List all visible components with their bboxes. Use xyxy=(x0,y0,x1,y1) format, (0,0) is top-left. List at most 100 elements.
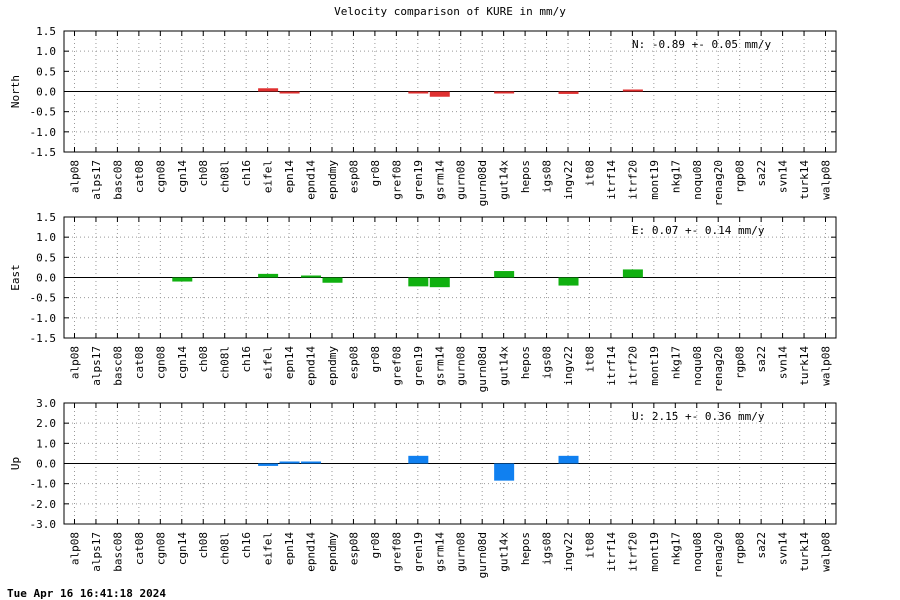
east-xtick-label-epndmy: epndmy xyxy=(326,346,339,386)
east-xtick-label-alp08: alp08 xyxy=(69,346,82,379)
north-xtick-label-it08: it08 xyxy=(583,160,596,187)
north-xtick-label-walp08: walp08 xyxy=(820,160,833,200)
east-ytick-label: 0.5 xyxy=(36,251,56,264)
north-xtick-label-ch16: ch16 xyxy=(240,160,253,187)
east-xtick-label-cgn14: cgn14 xyxy=(176,346,189,379)
east-xtick-label-gurn08d: gurn08d xyxy=(476,346,489,392)
east-bar-gren19 xyxy=(408,277,429,287)
north-ytick-label: -1.5 xyxy=(30,146,57,159)
up-xtick-label-basc08: basc08 xyxy=(111,532,124,572)
north-xtick-label-epnd14: epnd14 xyxy=(305,160,318,200)
north-xtick-label-turk14: turk14 xyxy=(798,160,811,200)
north-xtick-label-eifel: eifel xyxy=(262,160,275,193)
east-xtick-label-eifel: eifel xyxy=(262,346,275,379)
up-xtick-label-turk14: turk14 xyxy=(798,532,811,572)
east-ytick-label: -1.0 xyxy=(30,312,57,325)
up-stat-annotation: U: 2.15 +- 0.36 mm/y xyxy=(632,410,765,423)
up-xtick-label-gsrm14: gsrm14 xyxy=(433,532,446,572)
up-bar-epnd14 xyxy=(301,461,322,464)
up-xtick-label-mont19: mont19 xyxy=(648,532,661,572)
up-xtick-label-gr08: gr08 xyxy=(369,532,382,559)
east-xtick-label-alps17: alps17 xyxy=(90,346,103,386)
east-xtick-label-itrf14: itrf14 xyxy=(605,346,618,386)
up-xtick-label-itrf20: itrf20 xyxy=(626,532,639,572)
up-xtick-label-svn14: svn14 xyxy=(777,532,790,565)
up-xtick-label-eifel: eifel xyxy=(262,532,275,565)
up-xtick-label-gref08: gref08 xyxy=(390,532,403,572)
north-ytick-label: 0.5 xyxy=(36,65,56,78)
up-xtick-label-esp08: esp08 xyxy=(347,532,360,565)
north-bar-itrf20 xyxy=(622,89,643,92)
east-plot-frame xyxy=(63,216,837,339)
east-xtick-label-mont19: mont19 xyxy=(648,346,661,386)
north-xtick-label-gut14x: gut14x xyxy=(498,160,511,200)
north-xtick-label-alps17: alps17 xyxy=(90,160,103,200)
east-ytick-label: 1.0 xyxy=(36,231,56,244)
east-xtick-label-gref08: gref08 xyxy=(390,346,403,386)
up-xtick-label-noqu08: noqu08 xyxy=(691,532,704,572)
east-xtick-label-cat08: cat08 xyxy=(133,346,146,379)
up-xtick-label-gurn08d: gurn08d xyxy=(476,532,489,578)
north-bar-gren19 xyxy=(408,91,429,94)
east-xtick-label-ingv22: ingv22 xyxy=(562,346,575,386)
east-xtick-label-epnd14: epnd14 xyxy=(305,346,318,386)
north-xtick-label-mont19: mont19 xyxy=(648,160,661,200)
north-xtick-label-hepos: hepos xyxy=(519,160,532,193)
up-xtick-label-cat08: cat08 xyxy=(133,532,146,565)
north-bar-ingv22 xyxy=(558,91,579,94)
up-bar-gut14x xyxy=(494,463,515,481)
east-xtick-label-rgp08: rgp08 xyxy=(734,346,747,379)
up-xtick-label-walp08: walp08 xyxy=(820,532,833,572)
north-xtick-label-ingv22: ingv22 xyxy=(562,160,575,200)
east-bar-eifel xyxy=(258,273,279,278)
up-xtick-label-it08: it08 xyxy=(583,532,596,559)
up-xtick-label-epn14: epn14 xyxy=(283,532,296,565)
up-xtick-label-epndmy: epndmy xyxy=(326,532,339,572)
up-bar-epn14 xyxy=(279,461,300,464)
east-bar-epnd14 xyxy=(301,275,322,278)
east-xtick-label-gut14x: gut14x xyxy=(498,346,511,386)
north-ytick-label: -0.5 xyxy=(30,106,57,119)
up-xtick-label-itrf14: itrf14 xyxy=(605,532,618,572)
north-ytick-label: -1.0 xyxy=(30,126,57,139)
east-xtick-label-renag20: renag20 xyxy=(712,346,725,392)
up-xtick-label-cgn08: cgn08 xyxy=(154,532,167,565)
up-xtick-label-ch08: ch08 xyxy=(197,532,210,559)
north-xtick-label-igs08: igs08 xyxy=(541,160,554,193)
up-xtick-label-rgp08: rgp08 xyxy=(734,532,747,565)
north-xtick-label-svn14: svn14 xyxy=(777,160,790,193)
up-xtick-label-ch08l: ch08l xyxy=(219,532,232,565)
up-ytick-label: -3.0 xyxy=(30,518,57,531)
up-plot-frame xyxy=(63,402,837,525)
north-xtick-label-ch08: ch08 xyxy=(197,160,210,187)
up-xtick-label-nkg17: nkg17 xyxy=(669,532,682,565)
up-xtick-label-epnd14: epnd14 xyxy=(305,532,318,572)
up-xtick-label-sa22: sa22 xyxy=(755,532,768,559)
east-bar-gut14x xyxy=(494,271,515,278)
up-ytick-label: 0.0 xyxy=(36,458,56,471)
east-xtick-label-walp08: walp08 xyxy=(820,346,833,386)
east-xtick-label-gsrm14: gsrm14 xyxy=(433,346,446,386)
north-xtick-label-esp08: esp08 xyxy=(347,160,360,193)
east-bar-epndmy xyxy=(322,277,343,283)
north-bar-eifel xyxy=(258,88,279,92)
east-bar-itrf20 xyxy=(622,269,643,278)
north-ytick-label: 1.0 xyxy=(36,45,56,58)
north-xtick-label-cgn08: cgn08 xyxy=(154,160,167,193)
north-bar-gsrm14 xyxy=(429,91,450,97)
north-xtick-label-itrf14: itrf14 xyxy=(605,160,618,200)
north-xtick-label-gr08: gr08 xyxy=(369,160,382,187)
east-xtick-label-ch08l: ch08l xyxy=(219,346,232,379)
east-xtick-label-hepos: hepos xyxy=(519,346,532,379)
east-bar-ingv22 xyxy=(558,277,579,286)
east-xtick-label-itrf20: itrf20 xyxy=(626,346,639,386)
north-bar-epn14 xyxy=(279,91,300,94)
east-xtick-label-svn14: svn14 xyxy=(777,346,790,379)
east-xtick-label-it08: it08 xyxy=(583,346,596,373)
east-xtick-label-epn14: epn14 xyxy=(283,346,296,379)
north-bar-gut14x xyxy=(494,91,515,94)
east-axis-label: East xyxy=(9,264,22,291)
north-xtick-label-renag20: renag20 xyxy=(712,160,725,206)
up-xtick-label-gren19: gren19 xyxy=(412,532,425,572)
